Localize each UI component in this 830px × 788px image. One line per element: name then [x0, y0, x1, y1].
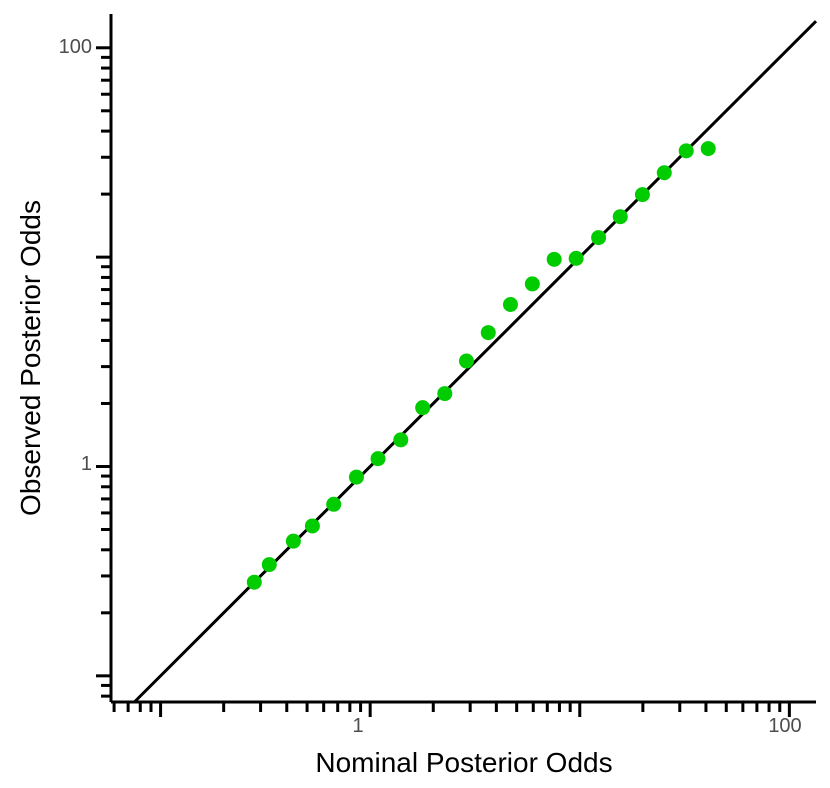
data-point: [261, 557, 277, 573]
data-point: [634, 187, 650, 203]
y-tick-label-1: 1: [81, 453, 92, 475]
y-axis-ticks: [96, 46, 111, 698]
data-point: [591, 230, 607, 246]
identity-reference-line: [133, 20, 818, 704]
data-points: [246, 141, 716, 590]
data-point: [415, 400, 431, 416]
data-point: [285, 533, 301, 549]
x-tick-label-100: 100: [768, 715, 801, 737]
data-point: [700, 141, 716, 157]
data-point: [437, 386, 453, 402]
data-point: [393, 432, 409, 448]
data-point: [546, 251, 562, 267]
data-point: [524, 276, 540, 292]
x-axis-ticks: [112, 702, 791, 717]
y-axis-title: Observed Posterior Odds: [15, 200, 46, 516]
x-tick-label-1: 1: [352, 715, 363, 737]
data-point: [304, 518, 320, 534]
data-point: [502, 296, 518, 312]
data-point: [656, 165, 672, 181]
data-point: [370, 451, 386, 467]
data-point: [326, 496, 342, 512]
data-point: [568, 250, 584, 266]
y-tick-label-100: 100: [59, 36, 92, 58]
data-point: [678, 143, 694, 159]
data-point: [458, 353, 474, 369]
data-point: [348, 469, 364, 485]
data-point: [480, 325, 496, 341]
data-point: [612, 209, 628, 225]
data-point: [246, 574, 262, 590]
x-axis-title: Nominal Posterior Odds: [315, 747, 612, 778]
